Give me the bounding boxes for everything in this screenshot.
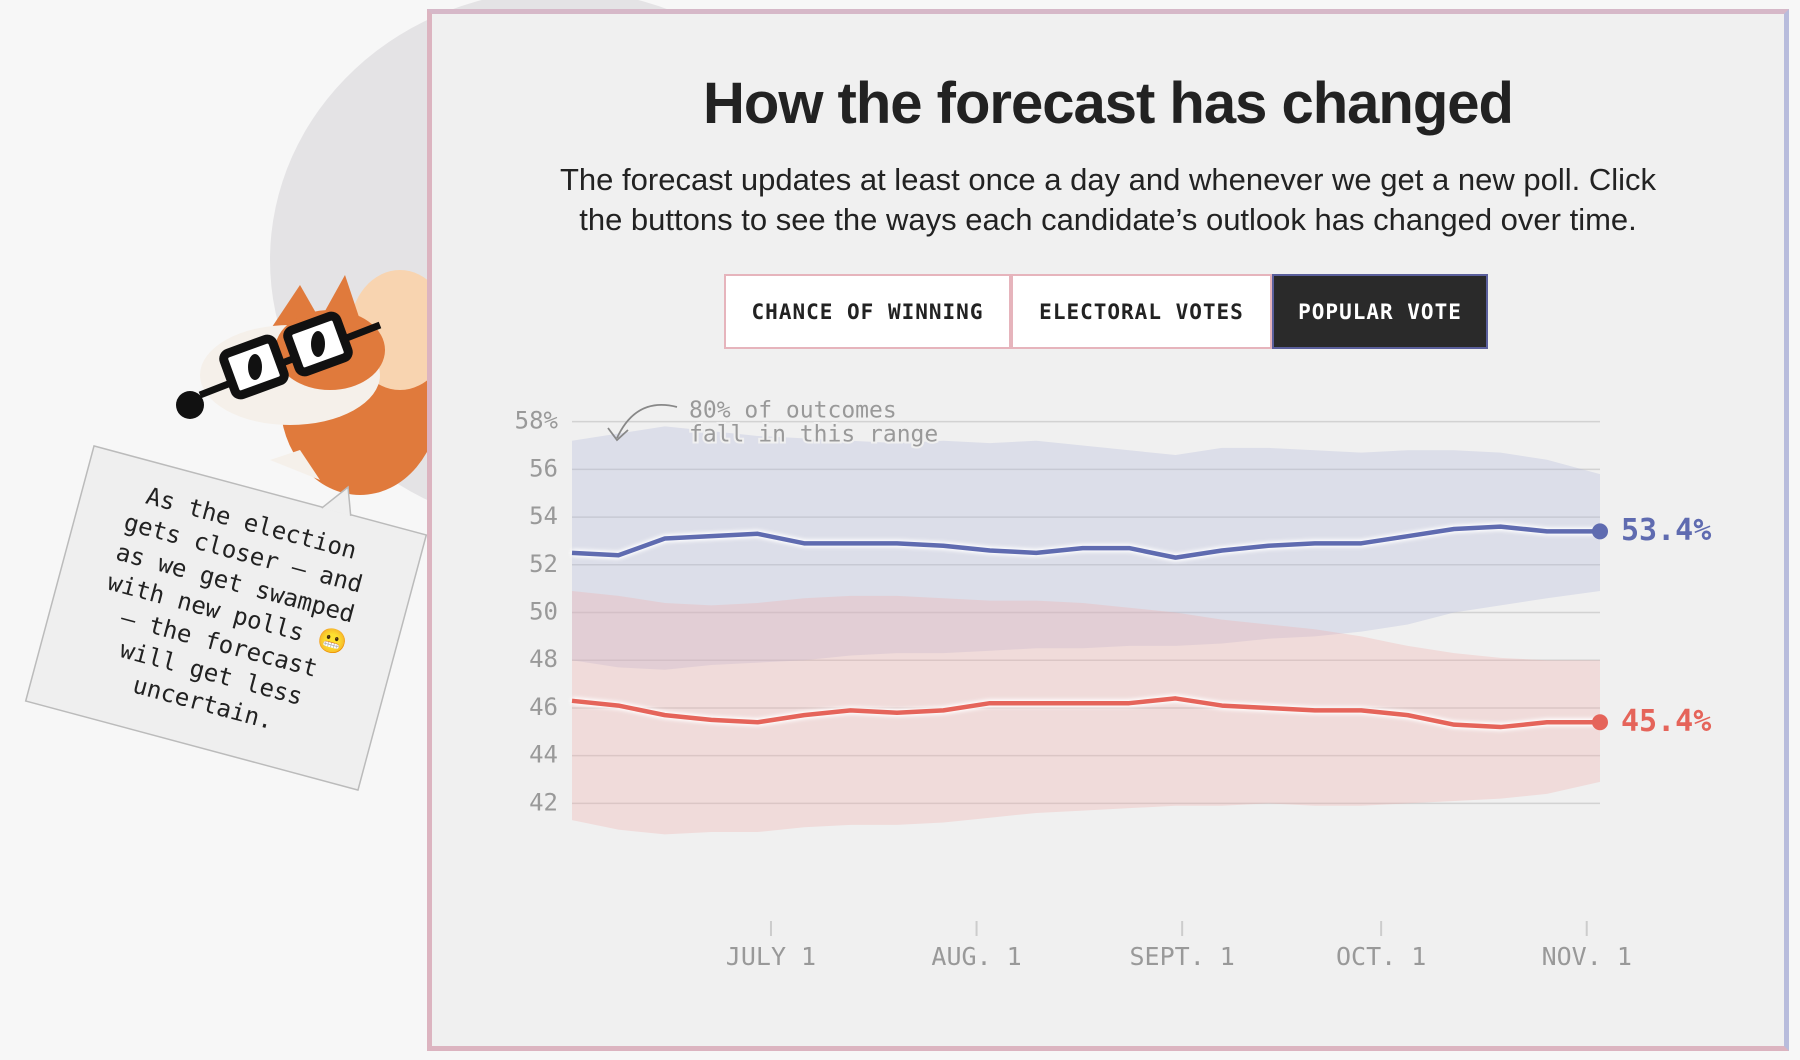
uncertainty-band <box>572 591 1600 835</box>
x-tick-label: OCT. 1 <box>1336 942 1426 971</box>
x-tick-label: JULY 1 <box>726 942 816 971</box>
line <box>571 524 1600 560</box>
y-tick-label: 46 <box>529 693 558 721</box>
callout-card <box>24 445 428 791</box>
y-tick-label: 52 <box>529 550 558 578</box>
subtitle-line: the buttons to see the ways each candida… <box>579 202 1637 237</box>
value-label: 45.4% <box>1621 704 1711 739</box>
end-point <box>1592 714 1608 731</box>
end-point <box>1592 523 1608 540</box>
title: How the forecast has changed <box>703 71 1514 136</box>
value-label: 53.4% <box>1621 513 1711 548</box>
subtitle-line: The forecast updates at least once a day… <box>560 162 1656 197</box>
y-tick-label: 50 <box>529 598 558 626</box>
y-tick-label: 58% <box>515 407 559 435</box>
x-tick-label: AUG. 1 <box>931 942 1021 971</box>
x-tick-label: NOV. 1 <box>1542 942 1632 971</box>
button-group: CHANCE OF WINNING ELECTORAL VOTES POPULA… <box>724 274 1488 349</box>
line <box>571 696 1600 730</box>
annotation-arrow <box>607 403 678 442</box>
subtitle: The forecast updates at least once a day… <box>427 160 1789 240</box>
y-tick-label: 48 <box>529 645 558 673</box>
y-tick-label: 54 <box>529 502 558 530</box>
tab-button[interactable]: POPULAR VOTE <box>1272 274 1488 349</box>
annotation: fall in this range <box>689 422 938 448</box>
y-tick-label: 44 <box>529 741 558 769</box>
y-tick-label: 42 <box>529 788 558 816</box>
tab-button[interactable]: ELECTORAL VOTES <box>1011 274 1272 349</box>
mascot <box>176 270 450 495</box>
annotation: 80% of outcomes <box>689 398 897 424</box>
x-tick-label: SEPT. 1 <box>1129 942 1234 971</box>
y-tick-label: 56 <box>529 454 558 482</box>
tab-button[interactable]: CHANCE OF WINNING <box>724 274 1011 349</box>
